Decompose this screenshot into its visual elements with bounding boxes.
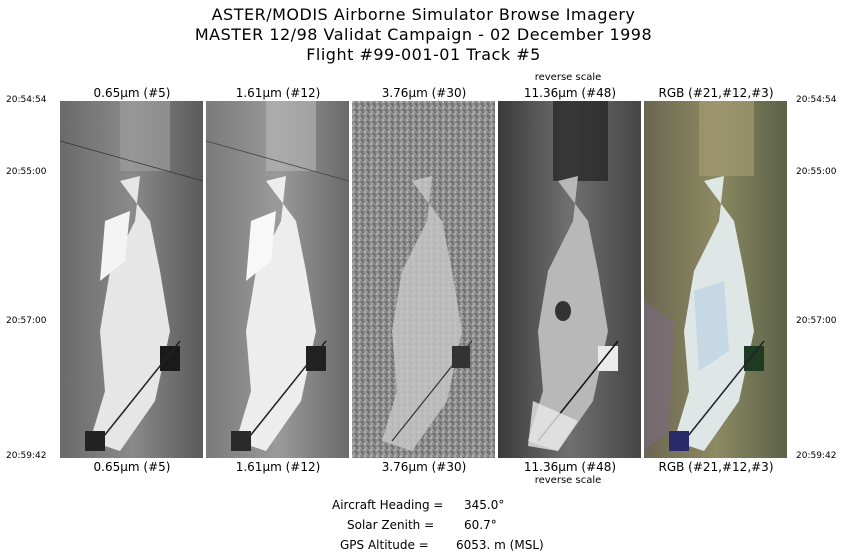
title-line-2: MASTER 12/98 Validat Campaign - 02 Decem… xyxy=(194,25,653,44)
heading-label: Aircraft Heading = xyxy=(332,498,444,512)
band-1-image xyxy=(60,101,203,458)
time-left-3: 20:57:00 xyxy=(6,316,47,326)
band-3-label-bottom: 3.76μm (#30) xyxy=(381,460,467,474)
heading-value: 345.0° xyxy=(464,498,505,512)
zenith-value: 60.7° xyxy=(464,518,497,532)
band-2-label-bottom: 1.61μm (#12) xyxy=(235,460,321,474)
altitude-value: 6053. m (MSL) xyxy=(456,538,544,552)
time-right-1: 20:54:54 xyxy=(796,95,837,105)
band-5-label-bottom: RGB (#21,#12,#3) xyxy=(658,460,774,474)
time-right-4: 20:59:42 xyxy=(796,451,837,461)
zenith-label: Solar Zenith = xyxy=(347,518,435,532)
band-5-label-top: RGB (#21,#12,#3) xyxy=(658,86,774,100)
band-4-image xyxy=(498,101,641,458)
time-left-4: 20:59:42 xyxy=(6,451,47,461)
band-2-label-top: 1.61μm (#12) xyxy=(235,86,321,100)
band-1-label-top: 0.65μm (#5) xyxy=(93,86,171,100)
title-line-1: ASTER/MODIS Airborne Simulator Browse Im… xyxy=(211,5,636,24)
band-4-note-bottom: reverse scale xyxy=(534,475,602,486)
band-4-label-top: 11.36μm (#48) xyxy=(523,86,617,100)
band-2-image xyxy=(206,101,349,458)
band-1-label-bottom: 0.65μm (#5) xyxy=(93,460,171,474)
band-4-note-top: reverse scale xyxy=(534,72,602,83)
title-line-3: Flight #99-001-01 Track #5 xyxy=(306,45,541,64)
time-left-2: 20:55:00 xyxy=(6,167,47,177)
time-right-3: 20:57:00 xyxy=(796,316,837,326)
time-right-2: 20:55:00 xyxy=(796,167,837,177)
altitude-label: GPS Altitude = xyxy=(340,538,429,552)
time-left-1: 20:54:54 xyxy=(6,95,47,105)
band-3-label-top: 3.76μm (#30) xyxy=(381,86,467,100)
band-5-rgb-image xyxy=(644,101,787,458)
band-4-label-bottom: 11.36μm (#48) xyxy=(523,460,617,474)
band-3-image xyxy=(352,101,495,458)
